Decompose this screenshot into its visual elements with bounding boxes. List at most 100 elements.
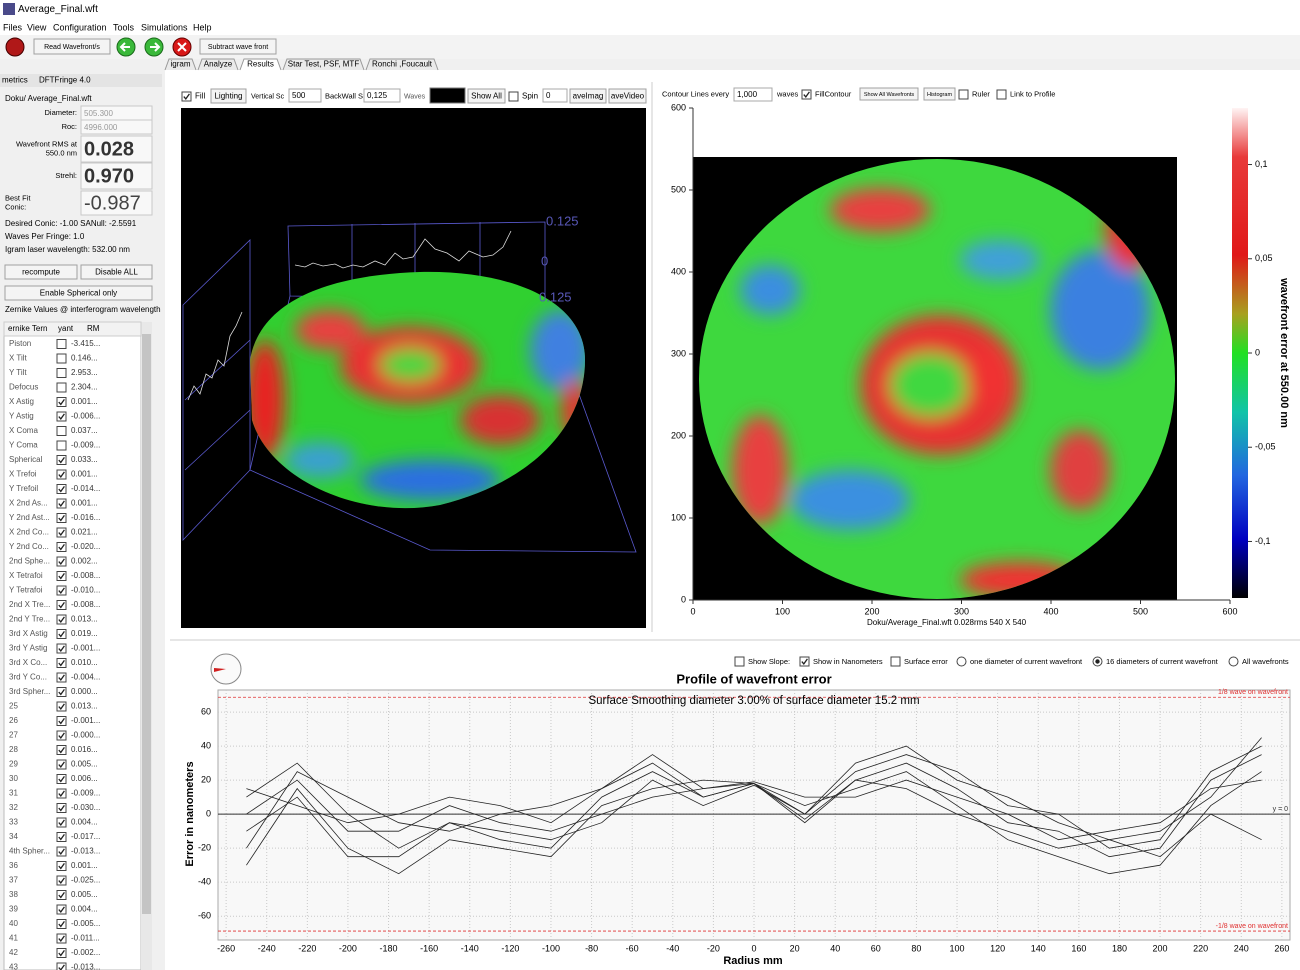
color-swatch[interactable] (429, 87, 466, 104)
show-all-button[interactable] (467, 88, 506, 104)
checkbox[interactable] (56, 759, 67, 770)
checkbox[interactable] (56, 904, 67, 915)
tab-label[interactable]: Results (247, 60, 274, 69)
tab[interactable] (164, 58, 197, 71)
tab[interactable] (197, 58, 239, 71)
checkbox[interactable] (181, 91, 192, 102)
menu-item[interactable]: Tools (113, 22, 135, 32)
checkbox[interactable] (56, 933, 67, 944)
lighting-button[interactable] (210, 88, 247, 104)
spin-box[interactable] (733, 87, 773, 102)
profile-option[interactable]: Show in Nanometers (813, 657, 883, 666)
checkbox[interactable] (56, 832, 67, 842)
checkbox[interactable] (56, 788, 67, 799)
disable-all-button[interactable] (80, 264, 153, 280)
checkbox[interactable] (56, 556, 67, 567)
check-mark (58, 515, 65, 522)
histogram-button[interactable] (923, 87, 956, 101)
checkbox[interactable] (56, 846, 67, 857)
recompute-button[interactable] (4, 264, 78, 280)
checkbox[interactable] (56, 600, 67, 610)
checkbox[interactable] (56, 890, 67, 900)
spin-box[interactable] (363, 88, 401, 103)
wavefront-icon[interactable] (5, 37, 25, 57)
zernike-value: -0.017... (71, 832, 100, 841)
checkbox[interactable] (799, 656, 810, 667)
show-all-wavefronts-button[interactable] (859, 87, 919, 101)
menu-item[interactable]: Configuration (53, 22, 107, 32)
tab[interactable] (365, 58, 439, 71)
spherical-only-button[interactable] (4, 285, 153, 301)
checkbox[interactable] (56, 716, 67, 726)
checkbox[interactable] (56, 817, 67, 828)
checkbox[interactable] (56, 498, 67, 509)
checkbox[interactable] (56, 368, 67, 378)
checkbox[interactable] (56, 484, 67, 494)
x-tick-label: 100 (950, 943, 965, 953)
tab-label[interactable]: Analyze (204, 60, 233, 69)
checkbox[interactable] (56, 440, 67, 451)
tab-label[interactable]: Ronchi ,Foucault (372, 60, 433, 69)
profile-option[interactable]: one diameter of current wavefront (970, 657, 1083, 666)
menu-item[interactable]: Simulations (141, 22, 188, 32)
menu-item[interactable]: View (27, 22, 47, 32)
tab-label[interactable]: Star Test, PSF, MTF (288, 60, 360, 69)
profile-option[interactable]: All wavefronts (1242, 657, 1289, 666)
subtract-button[interactable] (199, 38, 277, 55)
checkbox[interactable] (56, 397, 67, 407)
checkbox[interactable] (996, 89, 1007, 100)
save-image-button[interactable] (569, 88, 607, 104)
checkbox[interactable] (56, 962, 67, 970)
checkbox[interactable] (56, 527, 67, 538)
menu-item[interactable]: Files (3, 22, 23, 32)
checkbox[interactable] (56, 672, 67, 683)
checkbox[interactable] (56, 948, 67, 958)
checkbox[interactable] (56, 730, 67, 741)
checkbox[interactable] (734, 656, 745, 667)
checkbox[interactable] (958, 89, 969, 100)
checkbox[interactable] (56, 614, 67, 625)
tab[interactable] (239, 58, 282, 71)
radio[interactable] (1228, 656, 1239, 667)
checkbox[interactable] (56, 513, 67, 523)
checkbox[interactable] (56, 469, 67, 480)
checkbox[interactable] (56, 774, 67, 784)
checkbox[interactable] (56, 382, 67, 393)
checkbox[interactable] (56, 643, 67, 654)
button-label: Enable Spherical only (40, 289, 117, 298)
checkbox[interactable] (56, 542, 67, 552)
checkbox[interactable] (56, 701, 67, 712)
checkbox[interactable] (508, 91, 519, 102)
checkbox[interactable] (56, 629, 67, 639)
checkbox[interactable] (56, 687, 67, 697)
checkbox[interactable] (56, 339, 67, 349)
checkbox[interactable] (56, 745, 67, 755)
checkbox[interactable] (56, 411, 67, 422)
profile-option[interactable]: Show Slope: (748, 657, 790, 666)
spin-box[interactable] (288, 88, 322, 103)
checkbox[interactable] (56, 571, 67, 581)
tab[interactable] (282, 58, 365, 71)
checkbox[interactable] (56, 455, 67, 465)
checkbox[interactable] (56, 919, 67, 929)
checkbox[interactable] (56, 875, 67, 886)
scroll-thumb[interactable] (142, 334, 151, 914)
profile-option[interactable]: Surface error (904, 657, 948, 666)
spin-box[interactable] (542, 88, 568, 103)
checkbox[interactable] (56, 426, 67, 436)
profile-option[interactable]: 16 diameters of current wavefront (1106, 657, 1219, 666)
save-video-button[interactable] (608, 88, 647, 104)
checkbox[interactable] (890, 656, 901, 667)
checkbox[interactable] (56, 353, 67, 364)
checkbox[interactable] (56, 861, 67, 871)
checkbox[interactable] (801, 89, 812, 100)
y-tick-label: 300 (671, 348, 686, 358)
radio[interactable] (956, 656, 967, 667)
check-mark (58, 413, 65, 420)
tab-label[interactable]: igram (170, 60, 190, 69)
checkbox[interactable] (56, 658, 67, 668)
menu-item[interactable]: Help (193, 22, 212, 32)
checkbox[interactable] (56, 585, 67, 596)
checkbox[interactable] (56, 803, 67, 813)
read-wavefront-button[interactable] (33, 38, 111, 55)
